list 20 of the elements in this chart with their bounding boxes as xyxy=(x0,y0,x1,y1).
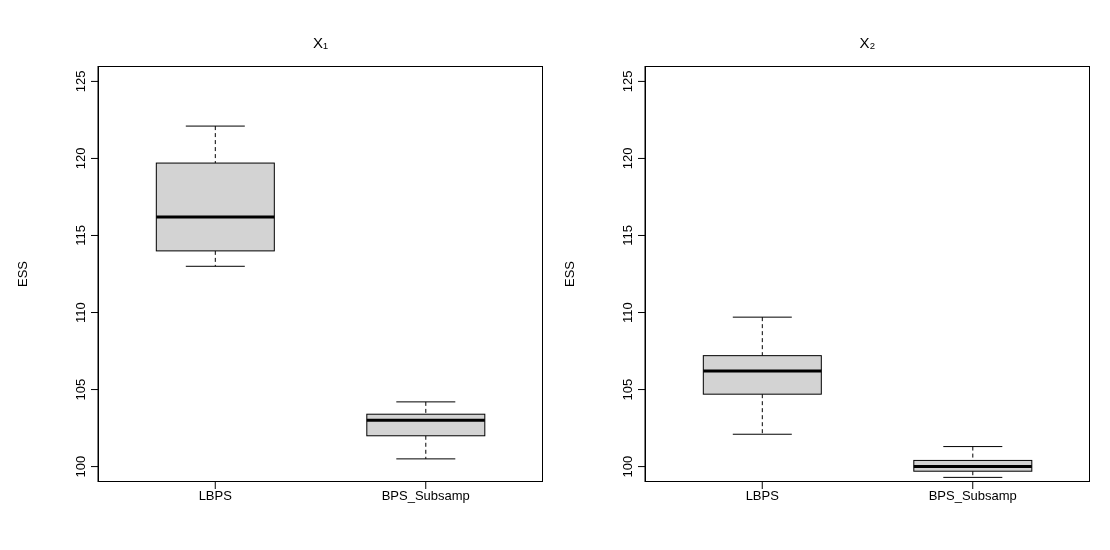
y-tick-label: 120 xyxy=(620,147,635,170)
y-tick-label: 115 xyxy=(620,225,635,246)
x-tick-label: BPS_Subsamp xyxy=(381,488,470,504)
x-tick-label: LBPS xyxy=(745,488,780,504)
y-tick-label: 120 xyxy=(73,147,88,170)
x-tick-label: BPS_Subsamp xyxy=(928,488,1017,504)
y-tick-label: 105 xyxy=(73,378,88,401)
y-tick-label: 100 xyxy=(73,455,88,478)
y-tick-label: 105 xyxy=(620,378,635,401)
y-tick-label: 110 xyxy=(73,302,88,323)
y-axis-title: ESS xyxy=(561,260,577,288)
chart-title: X₂ xyxy=(858,34,877,51)
y-tick-label: 125 xyxy=(73,70,88,93)
chart-title: X₁ xyxy=(311,34,330,51)
y-axis-title: ESS xyxy=(14,260,30,288)
y-tick-label: 115 xyxy=(73,225,88,246)
y-tick-label: 100 xyxy=(620,455,635,478)
x-tick-label: LBPS xyxy=(198,488,233,504)
y-tick-label: 110 xyxy=(620,302,635,323)
y-tick-label: 125 xyxy=(620,70,635,93)
